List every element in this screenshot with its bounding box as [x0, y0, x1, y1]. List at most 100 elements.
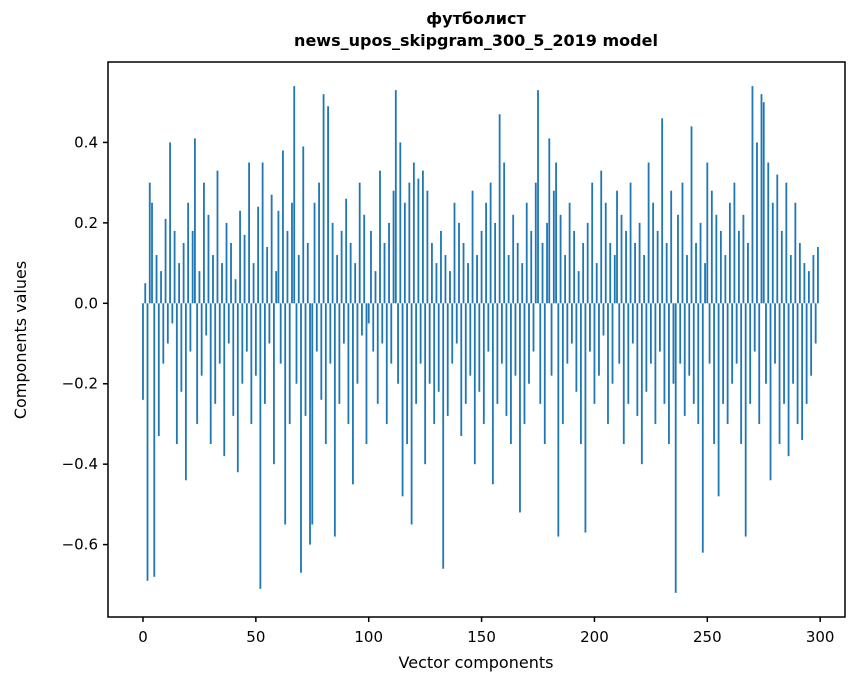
bar	[771, 202, 774, 304]
bar	[778, 303, 781, 445]
bar	[654, 303, 657, 424]
chart-title-line1: футболист	[426, 9, 526, 28]
x-tick-label: 100	[354, 628, 383, 646]
bar	[697, 303, 700, 424]
bar	[230, 242, 232, 304]
bar	[546, 222, 548, 304]
bar	[417, 178, 420, 304]
bar	[293, 86, 296, 304]
bar	[749, 303, 752, 404]
bar	[640, 303, 643, 465]
y-tick-label: 0.4	[74, 133, 98, 151]
bar	[408, 182, 411, 304]
bar	[530, 230, 533, 304]
bar	[514, 303, 517, 376]
bar	[164, 218, 167, 304]
bar	[214, 303, 217, 404]
bar	[381, 303, 384, 344]
bar	[559, 214, 562, 304]
bar	[300, 303, 302, 573]
bar	[575, 303, 578, 392]
bar	[525, 202, 528, 304]
bar	[776, 174, 779, 304]
bar	[221, 263, 223, 304]
bar	[322, 94, 325, 304]
bar	[611, 303, 614, 384]
bar	[223, 303, 226, 457]
bar	[742, 214, 745, 304]
bar	[659, 303, 661, 352]
bar	[397, 303, 399, 384]
bar	[487, 303, 490, 352]
bar	[735, 303, 738, 364]
bar	[580, 303, 582, 445]
bar	[792, 303, 794, 384]
bar	[692, 303, 695, 404]
x-tick-label: 200	[580, 628, 609, 646]
bar	[458, 222, 460, 304]
bar	[449, 271, 451, 304]
bar	[241, 303, 244, 384]
bar	[541, 242, 544, 304]
bar	[670, 190, 673, 304]
bar	[311, 303, 314, 525]
bar	[649, 303, 652, 364]
bar	[376, 303, 379, 404]
bar	[607, 303, 609, 424]
bar	[349, 242, 352, 304]
bar	[460, 303, 463, 437]
bar	[162, 303, 165, 364]
bar	[431, 242, 433, 304]
bar	[151, 202, 153, 304]
bar	[817, 247, 819, 304]
bar	[485, 202, 487, 304]
chart-title-line2: news_upos_skipgram_300_5_2019 model	[294, 31, 658, 50]
bar	[182, 242, 185, 304]
bar	[327, 106, 329, 304]
bar	[426, 190, 429, 304]
bar	[356, 303, 359, 384]
bar	[724, 255, 727, 304]
bar	[505, 303, 508, 416]
bar	[767, 162, 770, 304]
bar	[629, 182, 632, 304]
bar	[489, 182, 492, 304]
bar	[252, 263, 255, 304]
bar	[435, 263, 438, 304]
bar	[288, 303, 291, 424]
bar	[370, 230, 372, 304]
bar	[552, 190, 555, 304]
x-axis-label: Vector components	[399, 653, 554, 672]
bar	[297, 255, 300, 304]
bar	[647, 162, 650, 304]
bar	[512, 214, 515, 304]
bar	[207, 214, 210, 304]
bar	[189, 303, 192, 352]
bar	[433, 303, 436, 424]
bar	[243, 234, 246, 304]
bar	[627, 303, 630, 404]
bar	[428, 303, 431, 384]
bar	[625, 230, 627, 304]
y-tick-label: 0.2	[74, 214, 98, 232]
bar	[810, 303, 813, 376]
bar	[758, 303, 761, 424]
bar	[622, 303, 625, 445]
bar	[216, 170, 219, 304]
bar	[227, 303, 230, 344]
bar	[282, 150, 284, 304]
bar	[665, 242, 668, 304]
bar	[785, 182, 788, 304]
bar	[570, 303, 573, 344]
bar	[367, 303, 370, 324]
x-tick-label: 0	[138, 628, 148, 646]
bar	[347, 303, 350, 424]
bar	[807, 271, 810, 304]
bar	[731, 303, 734, 384]
bar	[683, 303, 686, 416]
bar	[589, 303, 591, 352]
bar	[789, 255, 792, 304]
bar	[259, 303, 262, 589]
bar	[248, 162, 250, 304]
